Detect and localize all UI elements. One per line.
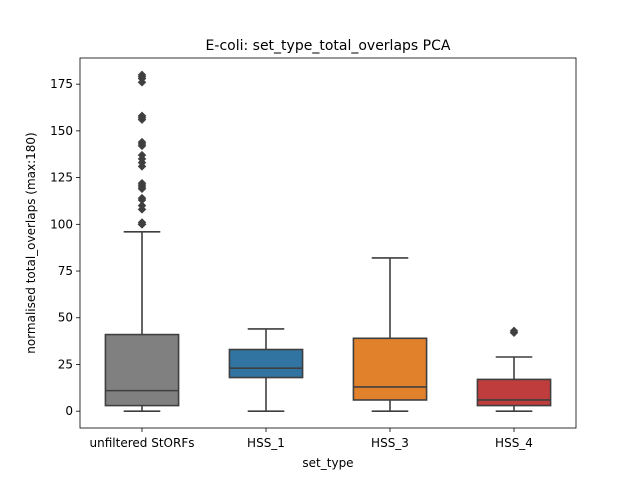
box-iqr	[476, 378, 552, 407]
x-tick-label: HSS_1	[247, 436, 285, 450]
outlier-point	[137, 137, 147, 147]
outlier-point	[137, 193, 147, 203]
box-group-3	[476, 326, 552, 412]
x-tick-label: HSS_3	[371, 436, 409, 450]
box-group-2	[352, 257, 428, 412]
box-iqr	[352, 337, 428, 401]
x-tick-label: HSS_4	[495, 436, 533, 450]
x-axis-label: set_type	[302, 456, 353, 470]
y-tick-label: 150	[50, 124, 73, 138]
y-tick-label: 100	[50, 217, 73, 231]
plot-area	[104, 70, 552, 412]
y-tick-label: 0	[65, 404, 73, 418]
y-tick-label: 50	[58, 311, 73, 325]
box-group-1	[228, 328, 304, 412]
y-tick-label: 25	[58, 357, 73, 371]
y-tick-label: 125	[50, 171, 73, 185]
y-axis: 0 25 50 75 100 125 150 175	[50, 77, 80, 418]
outlier-point	[137, 111, 147, 121]
outlier-point	[509, 326, 519, 336]
x-tick-label: unfiltered StORFs	[90, 436, 195, 450]
outlier-point	[137, 150, 147, 160]
outlier-point	[137, 70, 147, 80]
x-axis: unfiltered StORFs HSS_1 HSS_3 HSS_4	[90, 428, 533, 450]
outlier-point	[137, 218, 147, 227]
chart-title: E-coli: set_type_total_overlaps PCA	[206, 38, 451, 54]
y-tick-label: 75	[58, 264, 73, 278]
outlier-point	[137, 178, 147, 188]
y-tick-label: 175	[50, 77, 73, 91]
box-iqr	[104, 333, 180, 407]
box-group-0	[104, 70, 180, 412]
axes-frame	[79, 57, 577, 429]
outlier-point	[137, 201, 147, 210]
y-axis-label: normalised total_overlaps (max:180)	[24, 132, 38, 353]
box-iqr	[228, 348, 304, 379]
